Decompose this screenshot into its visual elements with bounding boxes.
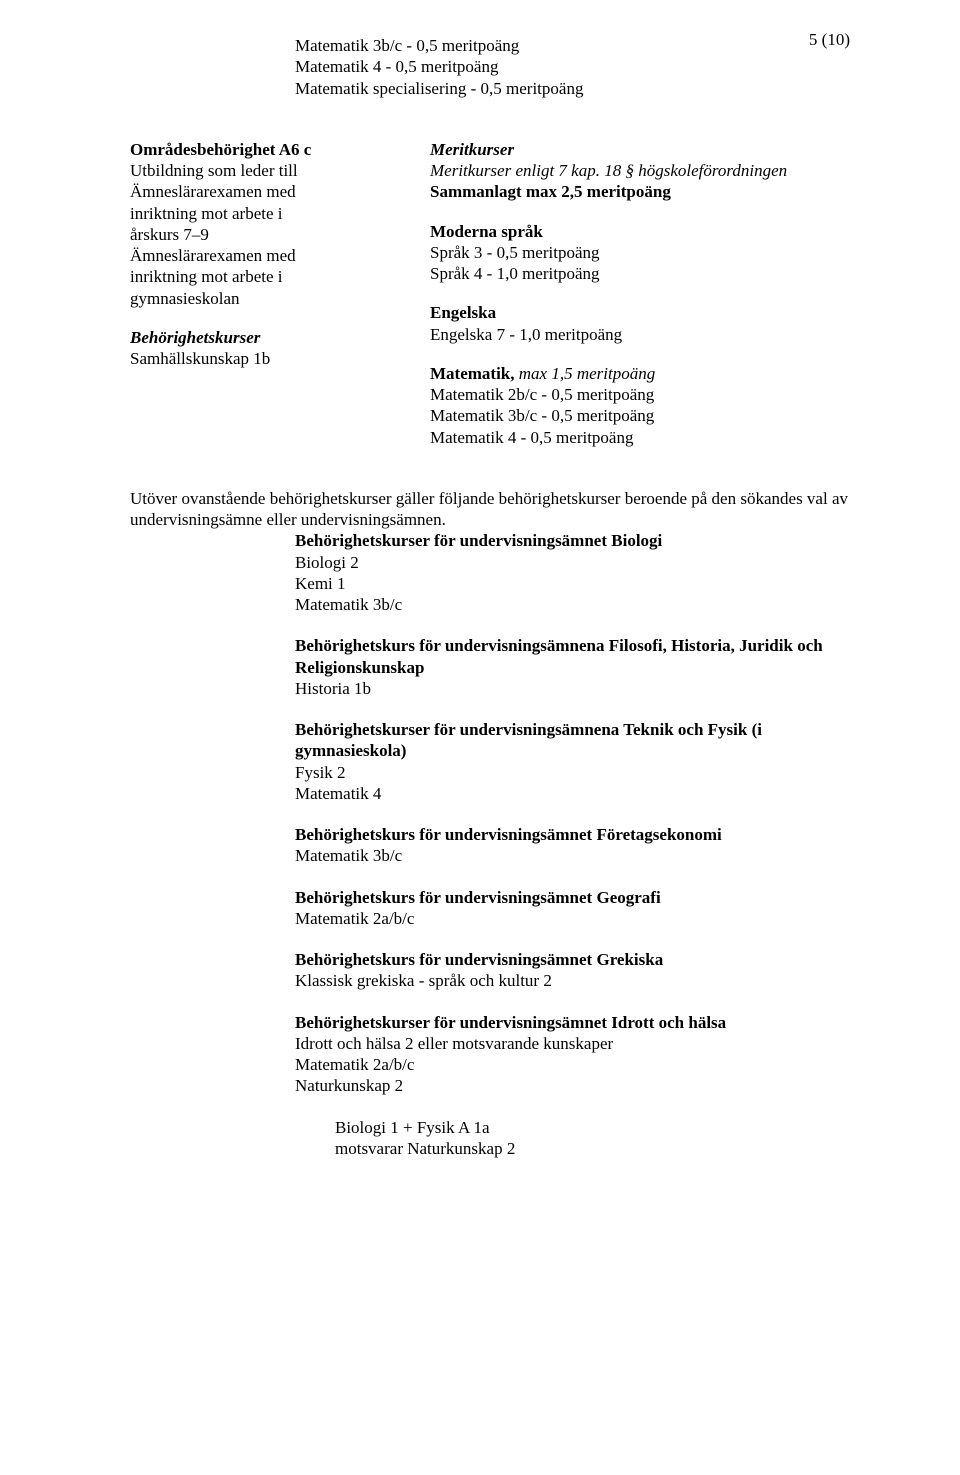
text-line: motsvarar Naturkunskap 2 <box>335 1138 850 1159</box>
text-line: Matematik 2b/c - 0,5 meritpoäng <box>430 384 850 405</box>
note-block: Biologi 1 + Fysik A 1a motsvarar Naturku… <box>335 1117 850 1160</box>
text-line: Kemi 1 <box>295 573 850 594</box>
text-line: Samhällskunskap 1b <box>130 348 420 369</box>
text-line: Biologi 2 <box>295 552 850 573</box>
merit-total: Sammanlagt max 2,5 meritpoäng <box>430 181 850 202</box>
text-line: Biologi 1 + Fysik A 1a <box>335 1117 850 1138</box>
text-line: årskurs 7–9 <box>130 224 420 245</box>
text-line: Matematik 3b/c <box>295 845 850 866</box>
teknik-fysik-heading: Behörighetskurser för undervisningsämnen… <box>295 719 850 762</box>
text-line: Ämneslärarexamen med <box>130 181 420 202</box>
merit-heading: Meritkurser <box>430 139 850 160</box>
text-line: Matematik specialisering - 0,5 meritpoän… <box>295 78 850 99</box>
text-line: Idrott och hälsa 2 eller motsvarande kun… <box>295 1033 850 1054</box>
text-line: Klassisk grekiska - språk och kultur 2 <box>295 970 850 991</box>
text-line: Matematik 2a/b/c <box>295 908 850 929</box>
grekiska-heading: Behörighetskurs för undervisningsämnet G… <box>295 949 850 970</box>
text-line: Matematik 3b/c <box>295 594 850 615</box>
text-line: Matematik 4 - 0,5 meritpoäng <box>430 427 850 448</box>
text-line: Fysik 2 <box>295 762 850 783</box>
text-line: Naturkunskap 2 <box>295 1075 850 1096</box>
area-heading: Områdesbehörighet A6 c <box>130 139 420 160</box>
moderna-sprak-heading: Moderna språk <box>430 221 850 242</box>
two-column-section: Områdesbehörighet A6 c Utbildning som le… <box>130 139 850 448</box>
text-line: Ämneslärarexamen med <box>130 245 420 266</box>
page-number: 5 (10) <box>809 30 850 50</box>
text-line: Språk 4 - 1,0 meritpoäng <box>430 263 850 284</box>
text-line: Språk 3 - 0,5 meritpoäng <box>430 242 850 263</box>
engelska-heading: Engelska <box>430 302 850 323</box>
text-line: inriktning mot arbete i <box>130 203 420 224</box>
geografi-heading: Behörighetskurs för undervisningsämnet G… <box>295 887 850 908</box>
page: 5 (10) Matematik 3b/c - 0,5 meritpoäng M… <box>0 0 960 1475</box>
left-column: Områdesbehörighet A6 c Utbildning som le… <box>130 139 420 448</box>
matematik-heading-line: Matematik, max 1,5 meritpoäng <box>430 363 850 384</box>
text-line: Matematik 3b/c - 0,5 meritpoäng <box>295 35 850 56</box>
below-section: Utöver ovanstående behörighetskurser gäl… <box>130 488 850 1159</box>
matematik-heading: Matematik, <box>430 364 515 383</box>
biologi-block: Behörighetskurser för undervisningsämnet… <box>295 530 850 1159</box>
text-line: Engelska 7 - 1,0 meritpoäng <box>430 324 850 345</box>
text-line: Utbildning som leder till <box>130 160 420 181</box>
text-line: Matematik 2a/b/c <box>295 1054 850 1075</box>
fhjr-heading: Behörighetskurs för undervisningsämnena … <box>295 635 850 678</box>
foretagsekonomi-heading: Behörighetskurs för undervisningsämnet F… <box>295 824 850 845</box>
text-line: Matematik 4 - 0,5 meritpoäng <box>295 56 850 77</box>
text-line: Matematik 3b/c - 0,5 meritpoäng <box>430 405 850 426</box>
biologi-heading: Behörighetskurser för undervisningsämnet… <box>295 530 850 551</box>
text-line: inriktning mot arbete i <box>130 266 420 287</box>
merit-subline: Meritkurser enligt 7 kap. 18 § högskolef… <box>430 160 850 181</box>
matematik-suffix: max 1,5 meritpoäng <box>515 364 656 383</box>
text-line: Matematik 4 <box>295 783 850 804</box>
intro-paragraph: Utöver ovanstående behörighetskurser gäl… <box>130 488 850 531</box>
text-line: Historia 1b <box>295 678 850 699</box>
text-line: gymnasieskolan <box>130 288 420 309</box>
top-merit-block: Matematik 3b/c - 0,5 meritpoäng Matemati… <box>295 35 850 99</box>
behorighet-heading: Behörighetskurser <box>130 327 420 348</box>
idrott-heading: Behörighetskurser för undervisningsämnet… <box>295 1012 850 1033</box>
right-column: Meritkurser Meritkurser enligt 7 kap. 18… <box>430 139 850 448</box>
